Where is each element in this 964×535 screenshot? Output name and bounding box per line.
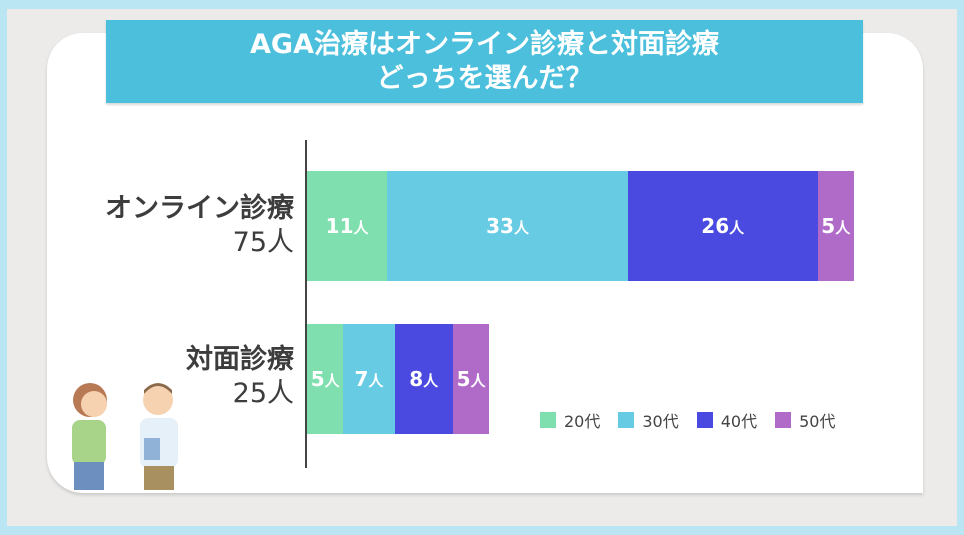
data-label: 5人 xyxy=(456,367,486,391)
legend-item: 30代 xyxy=(618,408,679,432)
category-name: オンライン診療 xyxy=(105,193,294,224)
bar-segment-50代: 5人 xyxy=(817,171,854,281)
data-label: 33人 xyxy=(486,214,529,238)
bar-segment-20代: 11人 xyxy=(307,171,388,281)
category-total: 25人 xyxy=(232,378,294,409)
legend: 20代 30代 40代 50代 xyxy=(540,408,836,432)
data-label-unit: 人 xyxy=(470,372,486,390)
legend-label: 20代 xyxy=(564,412,601,431)
legend-swatch xyxy=(618,412,635,428)
data-label-unit: 人 xyxy=(423,372,439,390)
data-label-unit: 人 xyxy=(513,219,529,237)
data-label: 5人 xyxy=(821,214,851,238)
category-label-in-person: 対面診療 25人 xyxy=(186,343,294,411)
legend-item: 50代 xyxy=(775,408,836,432)
legend-swatch xyxy=(540,412,556,428)
data-label: 8人 xyxy=(409,367,439,391)
data-label: 26人 xyxy=(701,214,745,238)
data-label-unit: 人 xyxy=(353,219,369,237)
legend-label: 30代 xyxy=(642,412,679,431)
data-label: 7人 xyxy=(354,367,384,391)
bar-segment-40代: 26人 xyxy=(627,171,818,281)
data-label-unit: 人 xyxy=(835,219,851,237)
y-axis-line xyxy=(305,140,307,468)
data-label-unit: 人 xyxy=(368,372,384,390)
title-line-2: どっちを選んだ？ xyxy=(376,63,593,94)
data-label-unit: 人 xyxy=(729,219,745,237)
legend-swatch xyxy=(696,412,713,428)
category-label-online: オンライン診療 75人 xyxy=(105,192,294,260)
bar-segment-30代: 33人 xyxy=(387,171,628,281)
title-line-1: AGA治療はオンライン診療と対面診療 xyxy=(250,29,719,60)
bar-segment-40代: 8人 xyxy=(394,324,453,434)
legend-label: 50代 xyxy=(799,412,836,431)
legend-item: 40代 xyxy=(696,408,758,432)
data-label: 5人 xyxy=(310,367,340,391)
bar-segment-20代: 5人 xyxy=(307,324,344,434)
bar-segment-30代: 7人 xyxy=(343,324,395,434)
data-label: 11人 xyxy=(325,214,369,238)
title-banner: AGA治療はオンライン診療と対面診療 どっちを選んだ？ xyxy=(106,20,863,103)
legend-swatch xyxy=(775,412,792,428)
category-total: 75人 xyxy=(232,227,294,258)
category-name: 対面診療 xyxy=(186,344,294,375)
patient-doctor-illustration xyxy=(72,383,178,490)
bar-segment-50代: 5人 xyxy=(452,324,490,434)
legend-item: 20代 xyxy=(540,408,600,432)
data-label-unit: 人 xyxy=(324,372,340,390)
legend-label: 40代 xyxy=(720,412,758,431)
